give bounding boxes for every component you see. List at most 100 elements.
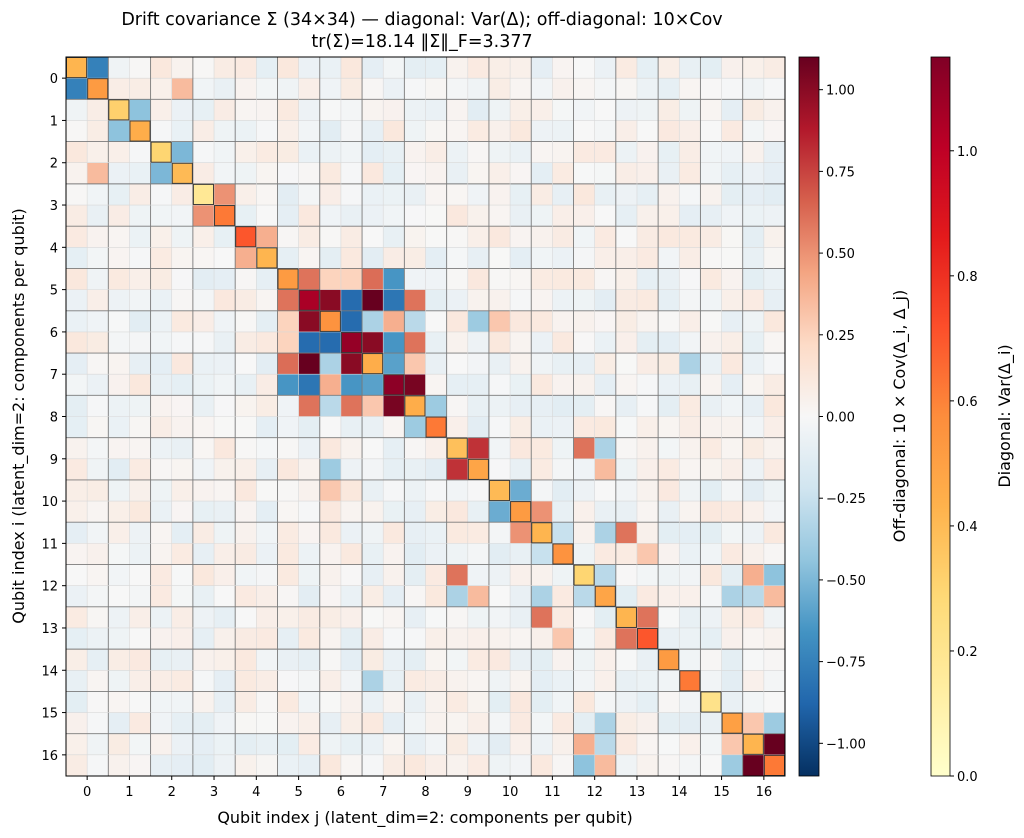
offdiagonal-cell (700, 162, 722, 185)
offdiagonal-cell (171, 247, 194, 269)
offdiagonal-cell (446, 627, 469, 650)
offdiagonal-cell (763, 522, 786, 544)
offdiagonal-cell (446, 353, 469, 375)
offdiagonal-cell (277, 543, 300, 565)
offdiagonal-cell (404, 78, 426, 100)
offdiagonal-cell (763, 733, 786, 756)
offdiagonal-cell (171, 289, 194, 312)
offdiagonal-cell (108, 120, 130, 142)
offdiagonal-cell (763, 501, 786, 523)
diagonal-cell-frame (510, 501, 532, 523)
offdiagonal-cell (679, 479, 701, 502)
offdiagonal-cell (108, 353, 130, 375)
offdiagonal-cell (425, 353, 448, 375)
offdiagonal-cell (636, 458, 659, 481)
offdiagonal-cell (700, 268, 722, 291)
offdiagonal-cell (192, 585, 215, 608)
offdiagonal-cell (510, 78, 532, 100)
offdiagonal-cell (87, 374, 109, 396)
offdiagonal-cell (552, 289, 574, 312)
offdiagonal-cell (383, 331, 405, 354)
offdiagonal-cell (636, 479, 659, 502)
offdiagonal-cell (404, 754, 426, 777)
offdiagonal-cell (362, 458, 384, 481)
diagonal-cell-frame (488, 479, 511, 502)
offdiagonal-cell (235, 458, 257, 481)
offdiagonal-cell (404, 479, 426, 502)
offdiagonal-cell (636, 57, 659, 79)
offdiagonal-cell (510, 712, 532, 735)
offdiagonal-cell (171, 437, 194, 460)
offdiagonal-cell (679, 522, 701, 544)
offdiagonal-cell (488, 247, 511, 269)
diagonal-cell (721, 712, 744, 735)
offdiagonal-cell (425, 543, 448, 565)
offdiagonal-cell (763, 162, 786, 185)
offdiagonal-cell (721, 99, 744, 121)
y-tick-label: 6 (50, 326, 58, 341)
offdiagonal-cell (763, 268, 786, 291)
offdiagonal-cell (108, 57, 130, 79)
offdiagonal-cell (531, 501, 553, 523)
diagonal-cell (87, 78, 109, 100)
x-tick-label: 8 (421, 785, 429, 800)
offdiagonal-cell (66, 162, 88, 185)
offdiagonal-cell (425, 458, 448, 481)
offdiagonal-cell (87, 585, 109, 608)
offdiagonal-cell (425, 289, 448, 312)
offdiagonal-cell (192, 627, 215, 650)
offdiagonal-cell (235, 501, 257, 523)
offdiagonal-cell (214, 78, 236, 100)
offdiagonal-cell (594, 162, 617, 185)
offdiagonal-cell (150, 205, 173, 227)
offdiagonal-cell (510, 205, 532, 227)
offdiagonal-cell (658, 141, 680, 164)
offdiagonal-cell (510, 691, 532, 713)
offdiagonal-cell (721, 183, 744, 206)
offdiagonal-cell (150, 733, 173, 756)
offdiagonal-cell (763, 416, 786, 439)
offdiagonal-cell (277, 374, 300, 396)
offdiagonal-cell (742, 585, 765, 608)
offdiagonal-cell (340, 712, 363, 735)
diagonal-cell-frame (108, 99, 130, 121)
offdiagonal-cell (510, 754, 532, 777)
offdiagonal-cell (446, 649, 469, 671)
offdiagonal-cell (171, 670, 194, 692)
offdiagonal-cell (700, 712, 722, 735)
offdiagonal-cell (129, 141, 151, 164)
offdiagonal-cell (700, 522, 722, 544)
offdiagonal-cell (383, 310, 405, 333)
offdiagonal-cell (658, 99, 680, 121)
offdiagonal-cell (256, 585, 278, 608)
offdiagonal-cell (467, 331, 490, 354)
offdiagonal-cell (658, 78, 680, 100)
offdiagonal-cell (721, 458, 744, 481)
offdiagonal-cell (150, 120, 173, 142)
diagonal-cell (446, 437, 469, 460)
offdiagonal-cell (319, 120, 342, 142)
offdiagonal-cell (277, 437, 300, 460)
offdiagonal-cell (214, 226, 236, 248)
offdiagonal-cell (763, 353, 786, 375)
offdiagonal-cell (742, 331, 765, 354)
offdiagonal-cell (66, 416, 88, 439)
offdiagonal-cell (446, 479, 469, 502)
offdiagonal-cell (214, 712, 236, 735)
offdiagonal-cell (467, 522, 490, 544)
offdiagonal-cell (129, 649, 151, 671)
offdiagonal-cell (340, 141, 363, 164)
offdiagonal-cell (531, 141, 553, 164)
offdiagonal-cell (108, 183, 130, 206)
offdiagonal-cell (446, 374, 469, 396)
y-tick-label: 2 (50, 157, 58, 172)
offdiagonal-cell (256, 141, 278, 164)
offdiagonal-cell (108, 289, 130, 312)
offdiagonal-cell (573, 226, 596, 248)
offdiagonal-cell (256, 627, 278, 650)
offdiagonal-cell (700, 564, 722, 587)
offdiagonal-cell (636, 205, 659, 227)
offdiagonal-cell (171, 331, 194, 354)
offdiagonal-cell (636, 268, 659, 291)
offdiagonal-cell (552, 754, 574, 777)
